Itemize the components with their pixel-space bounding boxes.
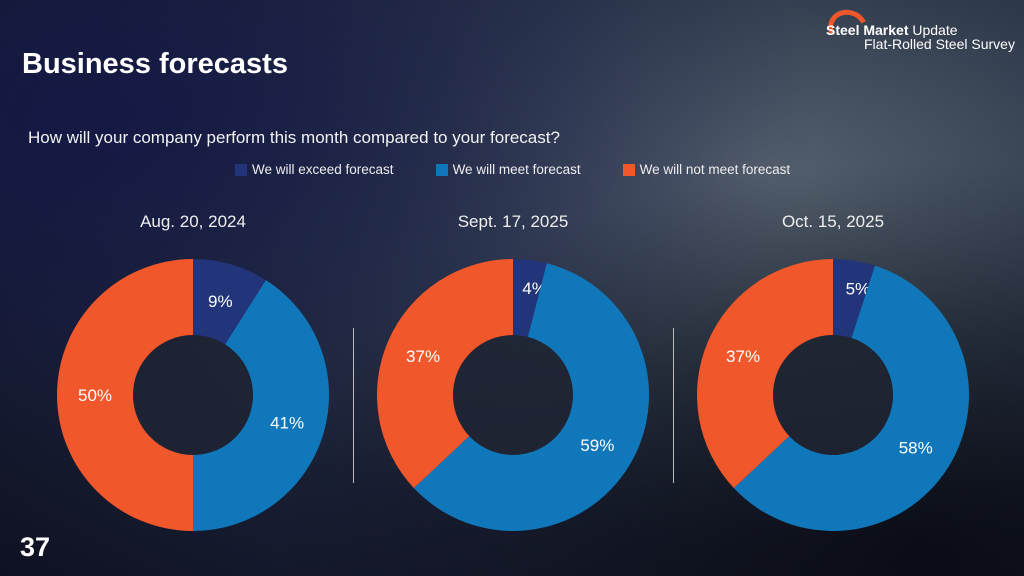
donut-slice-meet (413, 263, 649, 531)
donut-slice-exceed (513, 259, 547, 337)
chart-title: Sept. 17, 2025 (457, 212, 569, 231)
legend-item-not-meet: We will not meet forecast (622, 162, 791, 177)
page-title: Business forecasts (22, 48, 288, 80)
data-label: 41% (270, 413, 304, 432)
page-number: 37 (20, 532, 51, 562)
data-label: 37% (726, 347, 760, 366)
data-label: 50% (78, 386, 112, 405)
chart-title: Aug. 20, 2024 (140, 212, 246, 231)
chart-title: Oct. 15, 2025 (781, 212, 885, 231)
logo: Steel Market Update Flat-Rolled Steel Su… (816, 4, 1015, 52)
legend-label: We will exceed forecast (252, 162, 394, 177)
legend-label: We will not meet forecast (639, 162, 791, 177)
data-label: 58% (899, 439, 933, 458)
legend: We will exceed forecast We will meet for… (235, 162, 832, 177)
logo-text-bold: Steel Market (826, 22, 909, 38)
donut-hole (773, 335, 893, 455)
logo-subtitle: Flat-Rolled Steel Survey (864, 36, 1015, 52)
donut-slice-not-meet (377, 259, 513, 489)
donut-slice-not-meet (696, 259, 833, 489)
donut-slice-meet (733, 265, 969, 531)
legend-swatch (435, 163, 448, 176)
legend-item-exceed: We will exceed forecast (235, 162, 394, 177)
donut-slice-exceed (193, 259, 266, 345)
donut-hole (453, 335, 573, 455)
logo-text-light: Update (912, 22, 958, 38)
divider (353, 328, 354, 483)
data-label: 59% (580, 436, 614, 455)
divider (673, 328, 674, 483)
survey-question: How will your company perform this month… (28, 128, 560, 147)
donut-hole (133, 335, 253, 455)
legend-swatch (235, 163, 247, 176)
data-label: 5% (846, 279, 871, 298)
donut-slice-exceed (833, 259, 876, 338)
donut-slice-meet (193, 280, 329, 531)
legend-label: We will meet forecast (452, 162, 581, 177)
donut-slice-not-meet (57, 259, 193, 531)
legend-item-meet: We will meet forecast (435, 162, 581, 177)
legend-swatch (622, 163, 635, 176)
data-label: 9% (208, 292, 233, 311)
data-label: 37% (406, 347, 440, 366)
